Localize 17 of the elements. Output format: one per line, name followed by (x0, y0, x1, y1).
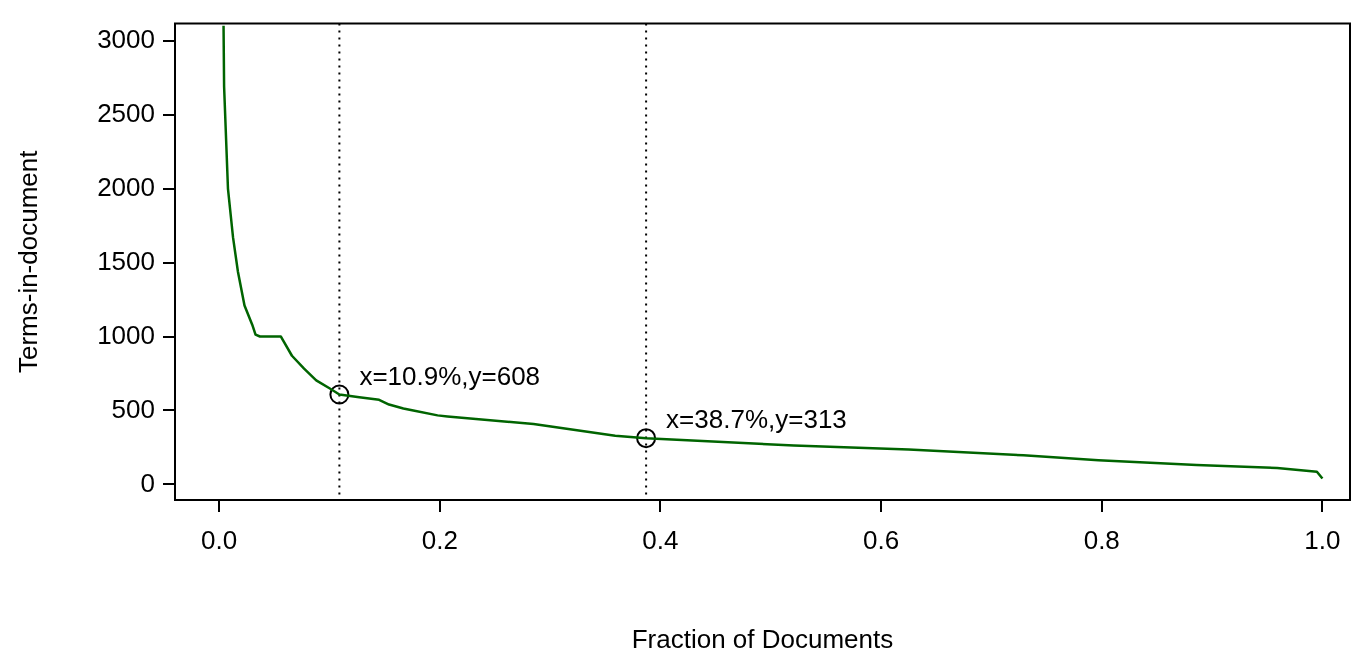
y-tick-label: 500 (111, 393, 155, 424)
y-tick-label: 1000 (97, 319, 155, 350)
y-tick-label: 2000 (97, 171, 155, 202)
y-tick-label: 2500 (97, 97, 155, 128)
y-tick-label: 3000 (97, 23, 155, 54)
annotation: x=10.9%,y=608 (359, 360, 541, 391)
x-tick-label: 0.6 (863, 524, 900, 555)
x-tick-label: 0.2 (421, 524, 458, 555)
y-tick-label: 0 (140, 467, 155, 498)
y-axis-title: Terms-in-document (12, 149, 43, 374)
x-tick-label: 0.4 (642, 524, 679, 555)
x-tick-label: 1.0 (1304, 524, 1341, 555)
x-axis-title: Fraction of Documents (631, 623, 894, 654)
x-tick-label: 0.0 (201, 524, 238, 555)
annotation: x=38.7%,y=313 (666, 404, 847, 435)
y-tick-label: 1500 (97, 245, 155, 276)
x-tick-label: 0.8 (1083, 524, 1120, 555)
